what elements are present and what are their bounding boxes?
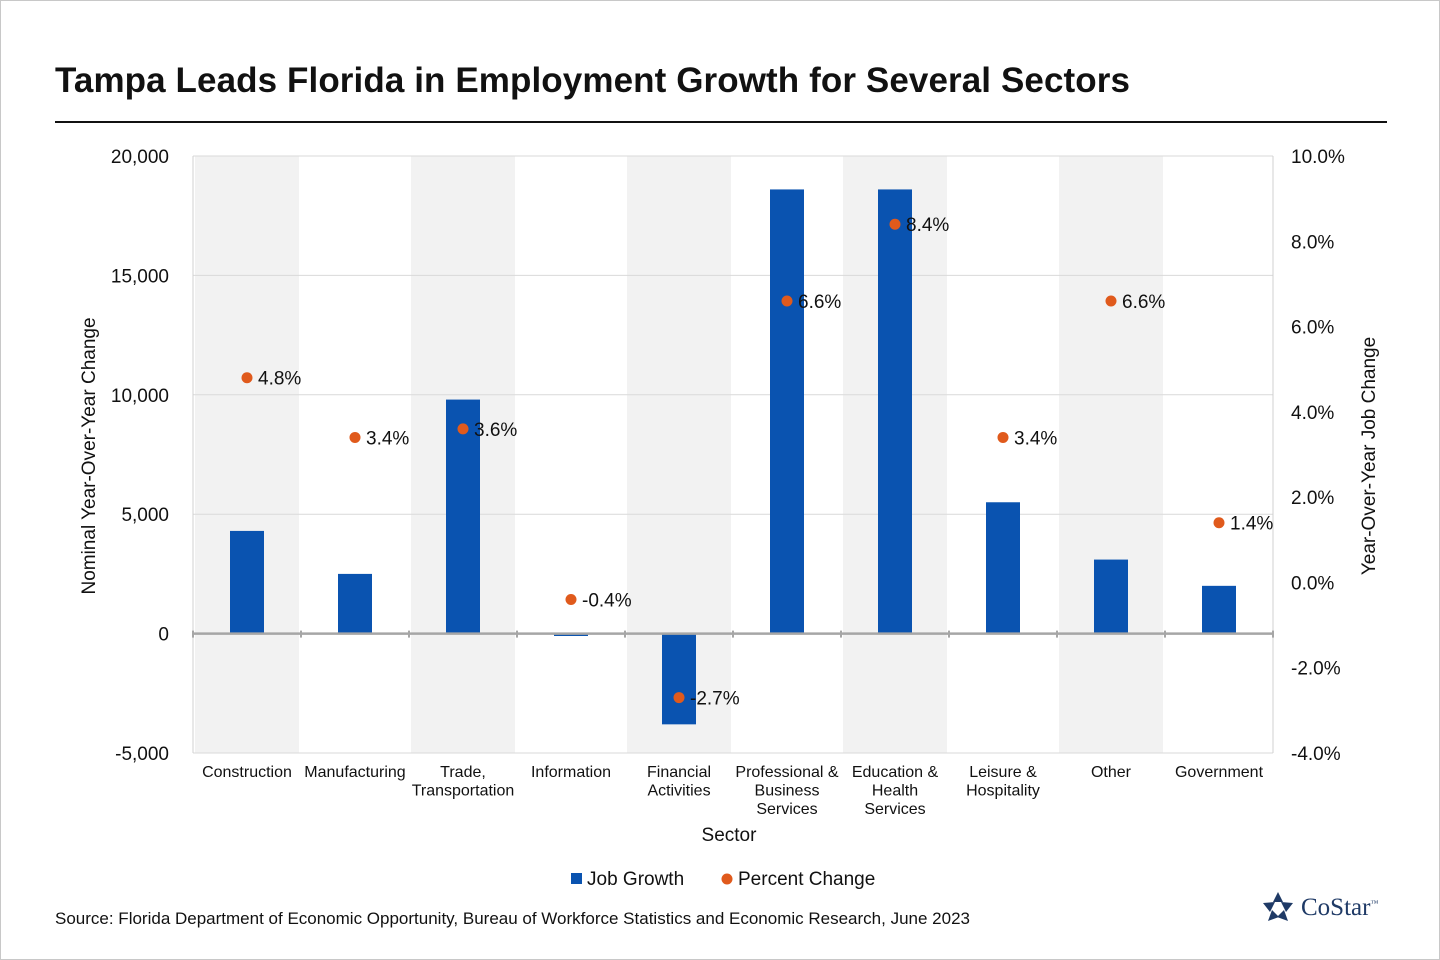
y2-tick-label: 8.0%: [1291, 232, 1334, 253]
bar-job-growth: [1202, 585, 1236, 634]
data-label-percent: -0.4%: [582, 590, 632, 611]
x-tick-label: Professional &: [735, 764, 838, 781]
y-tick-label: 20,000: [111, 147, 169, 168]
point-percent-change: [565, 593, 577, 605]
y2-axis-title: Year-Over-Year Job Change: [1359, 337, 1380, 575]
y2-tick-label: -4.0%: [1291, 744, 1341, 765]
costar-logo: CoStar™: [1261, 891, 1378, 925]
y2-tick-label: 0.0%: [1291, 573, 1334, 594]
chart-title: Tampa Leads Florida in Employment Growth…: [55, 61, 1131, 100]
y-tick-label: 15,000: [111, 266, 169, 287]
point-percent-change: [889, 218, 901, 230]
category-band: [195, 156, 299, 753]
data-label-percent: 8.4%: [906, 215, 949, 236]
x-tick-label: Government: [1175, 764, 1264, 781]
y2-tick-label: -2.0%: [1291, 659, 1341, 680]
x-tick-label: Hospitality: [966, 783, 1040, 800]
x-tick-label: Other: [1091, 764, 1132, 781]
x-tick-label: Services: [864, 801, 925, 818]
point-percent-change: [781, 295, 793, 307]
y2-tick-label: 6.0%: [1291, 318, 1334, 339]
title-rule: [55, 121, 1387, 123]
x-tick-label: Information: [531, 764, 611, 781]
x-tick-label: Transportation: [412, 783, 515, 800]
chart-canvas: 20,000 15,000 10,000 5,000 0 -5,000 10.0% 8.0% 6…: [79, 147, 1380, 890]
bar-job-growth: [230, 530, 264, 634]
x-tick-label: Construction: [202, 764, 292, 781]
y2-tick-label: 4.0%: [1291, 403, 1334, 424]
data-label-percent: 3.4%: [1014, 428, 1057, 449]
data-label-percent: -2.7%: [690, 689, 740, 710]
costar-wordmark: CoStar™: [1301, 894, 1378, 922]
x-tick-label: Financial: [647, 764, 711, 781]
bar-job-growth: [986, 502, 1020, 634]
data-label-percent: 3.4%: [366, 428, 409, 449]
bar-job-growth: [878, 189, 912, 634]
category-band: [1059, 156, 1163, 753]
point-percent-change: [241, 372, 253, 384]
x-tick-label: Activities: [647, 783, 710, 800]
data-label-percent: 1.4%: [1230, 514, 1273, 535]
data-label-percent: 6.6%: [798, 292, 841, 313]
costar-wordmark-text: CoStar: [1301, 894, 1371, 921]
legend-label-job-growth: Job Growth: [587, 869, 684, 890]
y2-tick-label: 10.0%: [1291, 147, 1345, 168]
y2-tick-label: 2.0%: [1291, 488, 1334, 509]
data-label-percent: 6.6%: [1122, 292, 1165, 313]
x-tick-label: Health: [872, 783, 918, 800]
source-note: Source: Florida Department of Economic O…: [55, 909, 970, 928]
point-percent-change: [457, 423, 469, 435]
bar-job-growth: [770, 189, 804, 634]
y-tick-label: 10,000: [111, 386, 169, 407]
x-tick-label: Education &: [852, 764, 939, 781]
legend-label-percent-change: Percent Change: [738, 869, 875, 890]
x-tick-label: Trade,: [440, 764, 486, 781]
y-axis-title: Nominal Year-Over-Year Change: [79, 317, 100, 594]
bar-job-growth: [662, 633, 696, 725]
bar-job-growth: [1094, 559, 1128, 634]
y-tick-label: 0: [158, 625, 169, 646]
x-tick-label: Services: [756, 801, 817, 818]
bar-job-growth: [338, 573, 372, 634]
point-percent-change: [673, 692, 685, 704]
legend-swatch-percent-change: [721, 873, 733, 885]
legend-swatch-job-growth: [571, 873, 582, 884]
x-axis-title: Sector: [702, 825, 758, 846]
data-label-percent: 3.6%: [474, 420, 517, 441]
costar-tm: ™: [1370, 898, 1379, 908]
point-percent-change: [1213, 517, 1225, 529]
data-label-percent: 4.8%: [258, 369, 301, 390]
costar-star-icon: [1263, 892, 1293, 921]
y-tick-label: 5,000: [121, 505, 169, 526]
bar-job-growth: [446, 399, 480, 634]
x-tick-label: Manufacturing: [304, 764, 405, 781]
point-percent-change: [997, 431, 1009, 443]
point-percent-change: [349, 431, 361, 443]
y-tick-label: -5,000: [115, 744, 169, 765]
x-tick-label: Business: [755, 783, 820, 800]
x-tick-label: Leisure &: [969, 764, 1037, 781]
point-percent-change: [1105, 295, 1117, 307]
